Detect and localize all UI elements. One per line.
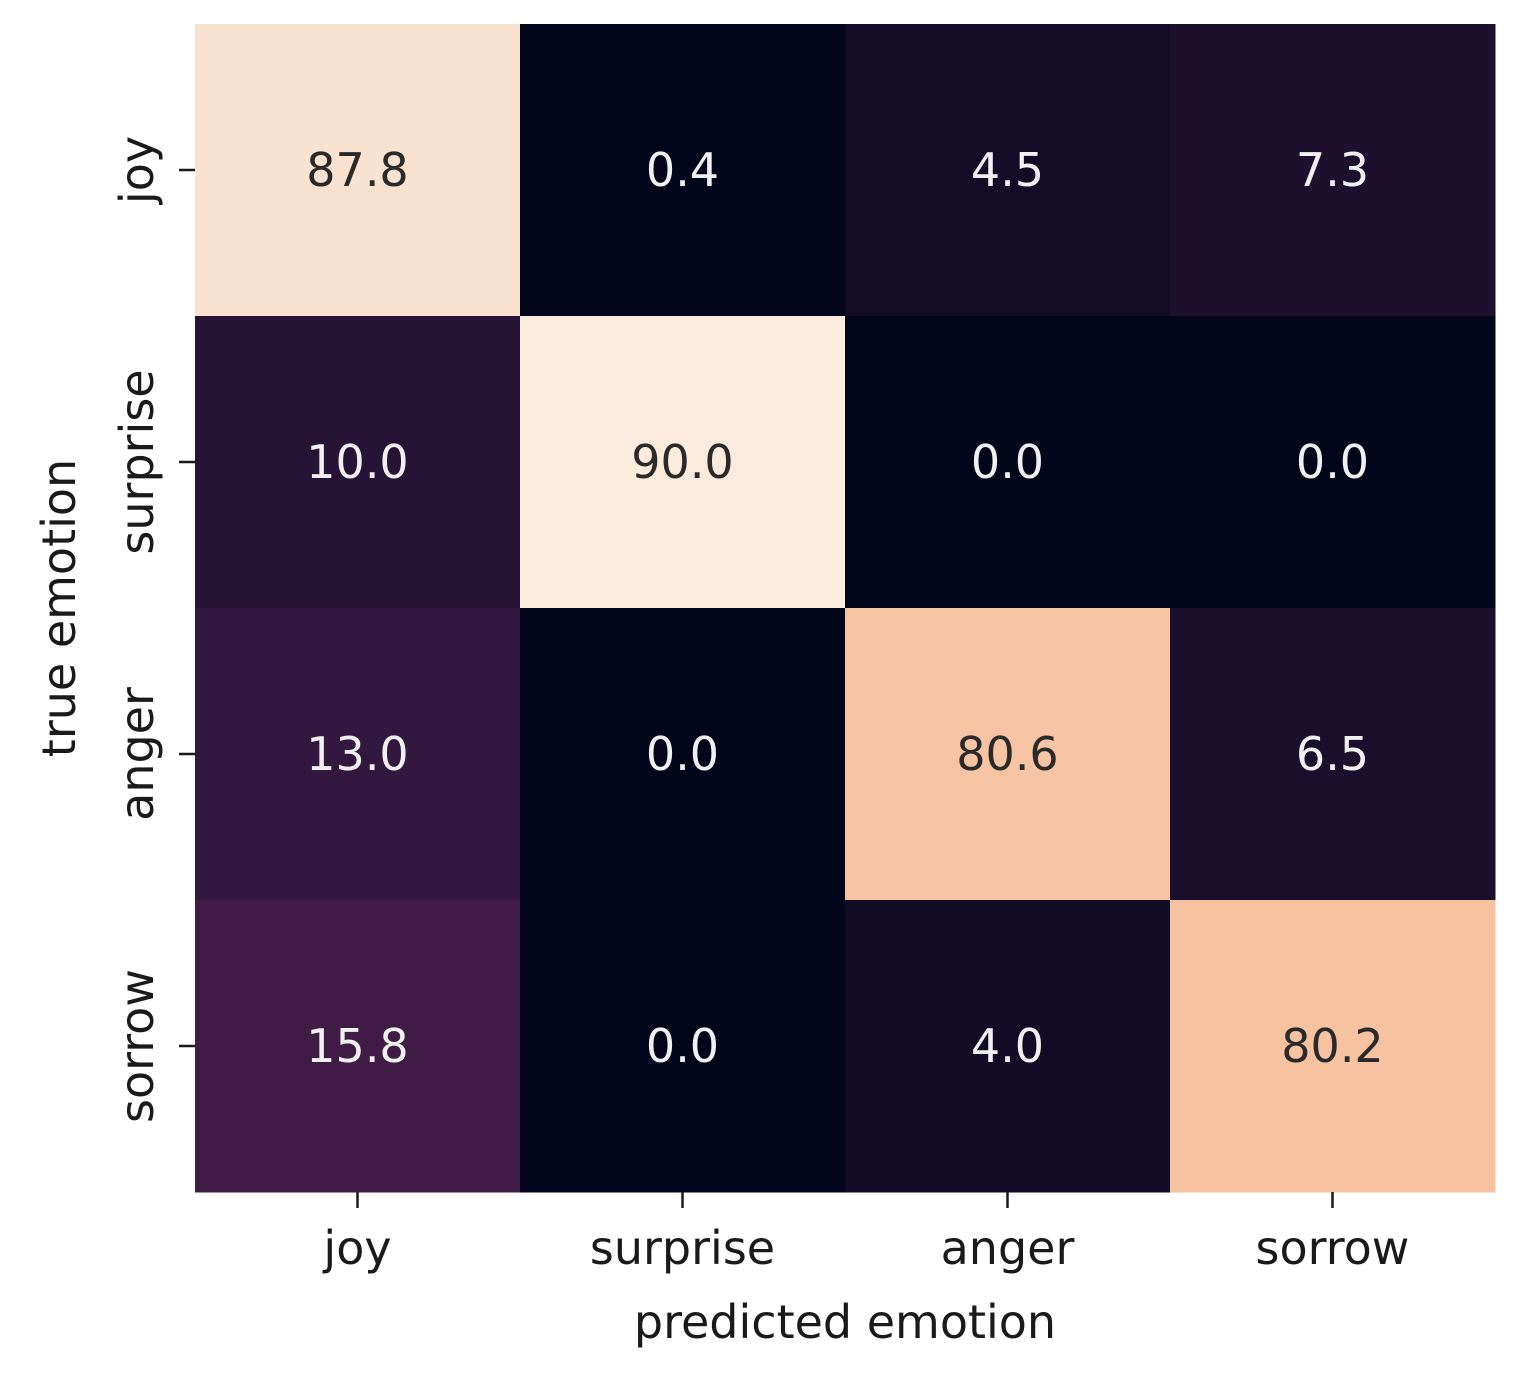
heatmap-cell-sorrow-sorrow xyxy=(1170,900,1496,1193)
y-tick-label-sorrow: sorrow xyxy=(110,969,164,1123)
x-tick-label-sorrow: sorrow xyxy=(1256,1221,1410,1275)
heatmap-cell-labels: 87.8 0.4 4.5 7.3 10.0 90.0 0.0 0.0 13.0 0.0 80.6 6.… xyxy=(306,143,1383,1073)
heatmap-cell-joy-joy xyxy=(195,24,521,317)
x-axis-label: predicted emotion xyxy=(634,1295,1056,1349)
x-tick-label-joy: joy xyxy=(322,1221,391,1275)
heatmap-cell-surprise-sorrow xyxy=(1170,316,1496,609)
heatmap-cell-value: 87.8 xyxy=(306,143,408,197)
heatmap-cell-value: 80.6 xyxy=(956,727,1058,781)
heatmap-cells xyxy=(195,24,1496,1193)
heatmap-cell-value: 4.0 xyxy=(971,1019,1044,1073)
heatmap-cell-value: 0.0 xyxy=(646,727,719,781)
heatmap-cell-joy-surprise xyxy=(520,24,846,317)
x-axis-ticks: joy surprise anger sorrow xyxy=(322,1192,1409,1275)
heatmap-cell-surprise-surprise xyxy=(520,316,846,609)
heatmap-cell-value: 0.0 xyxy=(1296,435,1369,489)
heatmap-cell-surprise-anger xyxy=(845,316,1171,609)
heatmap-cell-sorrow-surprise xyxy=(520,900,846,1193)
heatmap-cell-anger-anger xyxy=(845,608,1171,901)
y-tick-label-anger: anger xyxy=(110,687,164,821)
heatmap-cell-value: 80.2 xyxy=(1281,1019,1383,1073)
heatmap-cell-value: 15.8 xyxy=(306,1019,408,1073)
heatmap-cell-surprise-joy xyxy=(195,316,521,609)
heatmap-cell-value: 4.5 xyxy=(971,143,1044,197)
heatmap-cell-value: 13.0 xyxy=(306,727,408,781)
x-tick-label-anger: anger xyxy=(941,1221,1075,1275)
x-tick-label-surprise: surprise xyxy=(590,1221,775,1275)
heatmap-cell-value: 7.3 xyxy=(1296,143,1369,197)
heatmap-cell-sorrow-joy xyxy=(195,900,521,1193)
heatmap-cell-sorrow-anger xyxy=(845,900,1171,1193)
y-axis-ticks: joy surprise anger sorrow xyxy=(110,136,195,1123)
y-tick-label-surprise: surprise xyxy=(110,369,164,554)
heatmap-cell-joy-anger xyxy=(845,24,1171,317)
heatmap-cell-value: 90.0 xyxy=(631,435,733,489)
heatmap-cell-value: 0.0 xyxy=(646,1019,719,1073)
heatmap-cell-anger-sorrow xyxy=(1170,608,1496,901)
heatmap-cell-anger-surprise xyxy=(520,608,846,901)
heatmap-cell-value: 6.5 xyxy=(1296,727,1369,781)
heatmap-cell-value: 0.4 xyxy=(646,143,719,197)
heatmap-cell-joy-sorrow xyxy=(1170,24,1496,317)
y-tick-label-joy: joy xyxy=(110,136,164,205)
y-axis-label: true emotion xyxy=(32,459,86,757)
heatmap-cell-value: 10.0 xyxy=(306,435,408,489)
heatmap-cell-anger-joy xyxy=(195,608,521,901)
heatmap-cell-value: 0.0 xyxy=(971,435,1044,489)
